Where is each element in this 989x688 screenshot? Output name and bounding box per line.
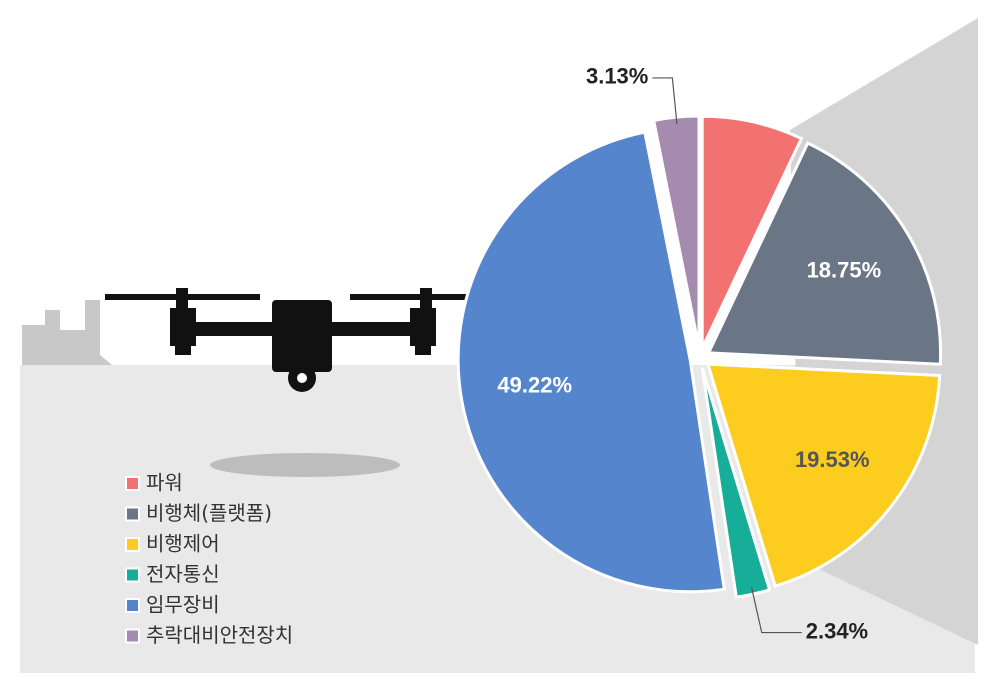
- legend-label: 전자통신: [146, 562, 220, 586]
- legend-swatch: [125, 567, 140, 583]
- pie-slice: [456, 130, 726, 594]
- leader-line: [750, 587, 802, 634]
- legend-swatch: [125, 537, 140, 552]
- pie-slice: [706, 141, 943, 366]
- legend-label: 비행체(플랫폼): [146, 501, 272, 525]
- legend-label: 파워: [146, 471, 183, 495]
- pie: 18.75% 19.53% 2.34% 49.22% 3.13%: [456, 64, 943, 643]
- legend-label: 비행제어: [146, 532, 220, 556]
- legend-label: 임무장비: [146, 593, 220, 617]
- legend-swatch: [125, 628, 140, 644]
- drone-shadow: [210, 453, 400, 477]
- data-label: 3.13%: [586, 64, 648, 89]
- leader-line: [652, 77, 678, 125]
- data-label: 2.34%: [806, 618, 868, 643]
- legend-label: 추락대비안전장치: [146, 623, 293, 647]
- pie-slice: [700, 114, 804, 349]
- legend-swatch: [125, 598, 140, 613]
- legend-swatch: [125, 476, 140, 491]
- data-label: 18.75%: [807, 258, 882, 283]
- drone: [105, 288, 470, 392]
- data-label: 19.53%: [795, 447, 870, 472]
- data-label: 49.22%: [497, 373, 572, 398]
- tower: [22, 300, 112, 365]
- pie-slice: [705, 362, 942, 589]
- legend-swatch: [125, 506, 140, 522]
